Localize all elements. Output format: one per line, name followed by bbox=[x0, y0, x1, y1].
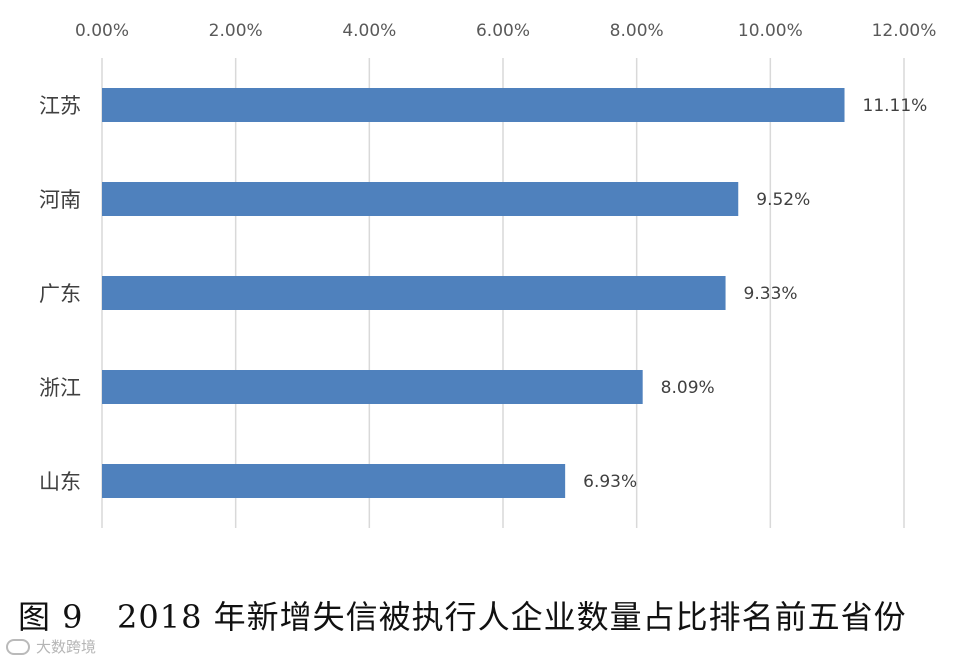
category-label: 江苏 bbox=[39, 94, 81, 118]
watermark-logo-icon bbox=[6, 638, 30, 655]
x-tick-label: 0.00% bbox=[75, 21, 129, 41]
x-tick-label: 8.00% bbox=[610, 21, 664, 41]
x-tick-label: 4.00% bbox=[342, 21, 396, 41]
bar bbox=[102, 276, 726, 310]
bar-chart: 0.00% 2.00% 4.00% 6.00% 8.00% 10.00% 12.00% 江苏… bbox=[39, 21, 936, 528]
category-label: 河南 bbox=[39, 188, 81, 212]
data-label: 9.52% bbox=[756, 190, 810, 210]
bar bbox=[102, 370, 643, 404]
x-tick-label: 10.00% bbox=[738, 21, 803, 41]
x-tick-label: 6.00% bbox=[476, 21, 530, 41]
data-label: 6.93% bbox=[583, 472, 637, 492]
x-tick-label: 2.00% bbox=[209, 21, 263, 41]
data-label: 8.09% bbox=[661, 378, 715, 398]
x-tick-label: 12.00% bbox=[872, 21, 937, 41]
bar bbox=[102, 88, 845, 122]
data-label: 11.11% bbox=[863, 96, 928, 116]
bars bbox=[102, 88, 845, 498]
figure-caption: 图 9 2018 年新增失信被执行人企业数量占比排名前五省份 bbox=[18, 598, 907, 636]
category-label: 浙江 bbox=[39, 376, 81, 400]
data-labels: 11.11% 9.52% 9.33% 8.09% 6.93% bbox=[583, 96, 927, 492]
x-axis-ticks: 0.00% 2.00% 4.00% 6.00% 8.00% 10.00% 12.00% bbox=[75, 21, 936, 41]
category-label: 山东 bbox=[39, 470, 81, 494]
watermark-text: 大数跨境 bbox=[36, 638, 97, 656]
watermark: 大数跨境 bbox=[6, 636, 96, 657]
bar bbox=[102, 464, 566, 498]
category-label: 广东 bbox=[39, 282, 81, 306]
data-label: 9.33% bbox=[744, 284, 798, 304]
bar bbox=[102, 182, 739, 216]
